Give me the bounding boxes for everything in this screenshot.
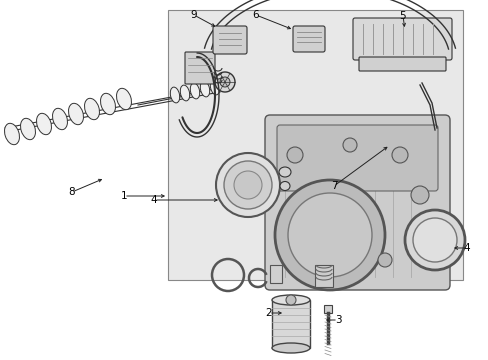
Circle shape (286, 147, 303, 163)
FancyBboxPatch shape (184, 52, 215, 84)
Text: 8: 8 (68, 187, 75, 197)
Ellipse shape (84, 98, 99, 120)
FancyBboxPatch shape (276, 125, 437, 191)
Ellipse shape (180, 85, 189, 101)
FancyBboxPatch shape (213, 26, 246, 54)
Ellipse shape (271, 295, 309, 305)
Circle shape (274, 180, 384, 290)
Ellipse shape (280, 181, 289, 190)
Ellipse shape (20, 118, 36, 140)
Ellipse shape (101, 93, 115, 115)
Bar (168, 10, 462, 280)
Bar (314, 265, 332, 287)
Ellipse shape (215, 72, 235, 92)
Text: 1: 1 (121, 191, 127, 201)
Text: 4: 4 (463, 243, 469, 253)
Text: 5: 5 (399, 11, 406, 21)
Ellipse shape (4, 123, 20, 145)
Ellipse shape (170, 87, 179, 103)
Text: 3: 3 (334, 315, 341, 325)
Circle shape (377, 253, 391, 267)
Bar (269, 265, 282, 283)
Circle shape (287, 193, 371, 277)
Circle shape (224, 161, 271, 209)
FancyBboxPatch shape (264, 115, 449, 290)
Ellipse shape (210, 79, 219, 95)
Ellipse shape (116, 88, 131, 110)
Circle shape (285, 295, 295, 305)
Ellipse shape (190, 83, 199, 99)
FancyBboxPatch shape (358, 57, 445, 71)
Ellipse shape (200, 81, 209, 97)
Circle shape (234, 171, 262, 199)
Bar (324, 305, 331, 313)
Text: 6: 6 (252, 10, 259, 20)
Circle shape (404, 210, 464, 270)
Ellipse shape (220, 77, 229, 87)
Ellipse shape (68, 103, 83, 125)
Circle shape (391, 147, 407, 163)
Circle shape (412, 218, 456, 262)
FancyBboxPatch shape (292, 26, 325, 52)
Circle shape (410, 186, 428, 204)
Text: 2: 2 (265, 308, 272, 318)
FancyBboxPatch shape (352, 18, 451, 60)
Circle shape (342, 138, 356, 152)
Bar (271, 300, 309, 348)
Text: 9: 9 (190, 10, 197, 20)
Text: 7: 7 (330, 181, 337, 191)
Ellipse shape (271, 343, 309, 353)
Text: 4: 4 (150, 195, 157, 205)
Circle shape (216, 153, 280, 217)
Ellipse shape (37, 113, 51, 135)
Ellipse shape (52, 108, 67, 130)
Ellipse shape (279, 167, 290, 177)
